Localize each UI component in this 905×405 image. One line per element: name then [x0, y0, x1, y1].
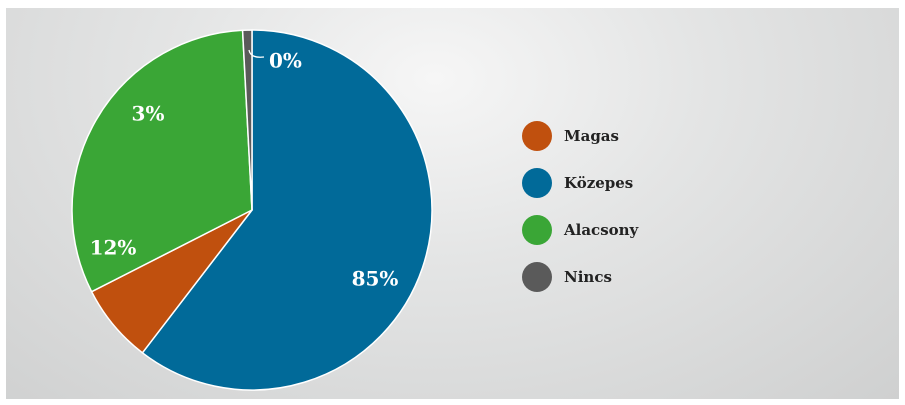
data-label-magas: 12% — [90, 236, 137, 260]
legend-swatch-kozepes — [522, 168, 552, 198]
legend: Magas Közepes Alacsony Nincs — [522, 120, 638, 308]
legend-item-nincs: Nincs — [522, 261, 638, 293]
pie-slice-alacsony — [71, 29, 253, 293]
data-label-alacsony: 3% — [132, 102, 165, 126]
data-label-kozepes: 85% — [352, 267, 399, 291]
legend-item-kozepes: Közepes — [522, 167, 638, 199]
data-label-nincs: 0% — [269, 49, 302, 73]
legend-label-alacsony: Alacsony — [564, 221, 639, 239]
pie-slice-kozepes — [141, 29, 433, 391]
legend-label-nincs: Nincs — [564, 268, 612, 286]
legend-swatch-alacsony — [522, 215, 552, 245]
legend-swatch-magas — [522, 121, 552, 151]
legend-item-magas: Magas — [522, 120, 638, 152]
pie-slice-nincs — [241, 29, 253, 211]
leader-line — [248, 49, 265, 58]
legend-item-alacsony: Alacsony — [522, 214, 638, 246]
legend-label-kozepes: Közepes — [564, 174, 634, 192]
legend-label-magas: Magas — [564, 127, 619, 145]
legend-swatch-nincs — [522, 262, 552, 292]
